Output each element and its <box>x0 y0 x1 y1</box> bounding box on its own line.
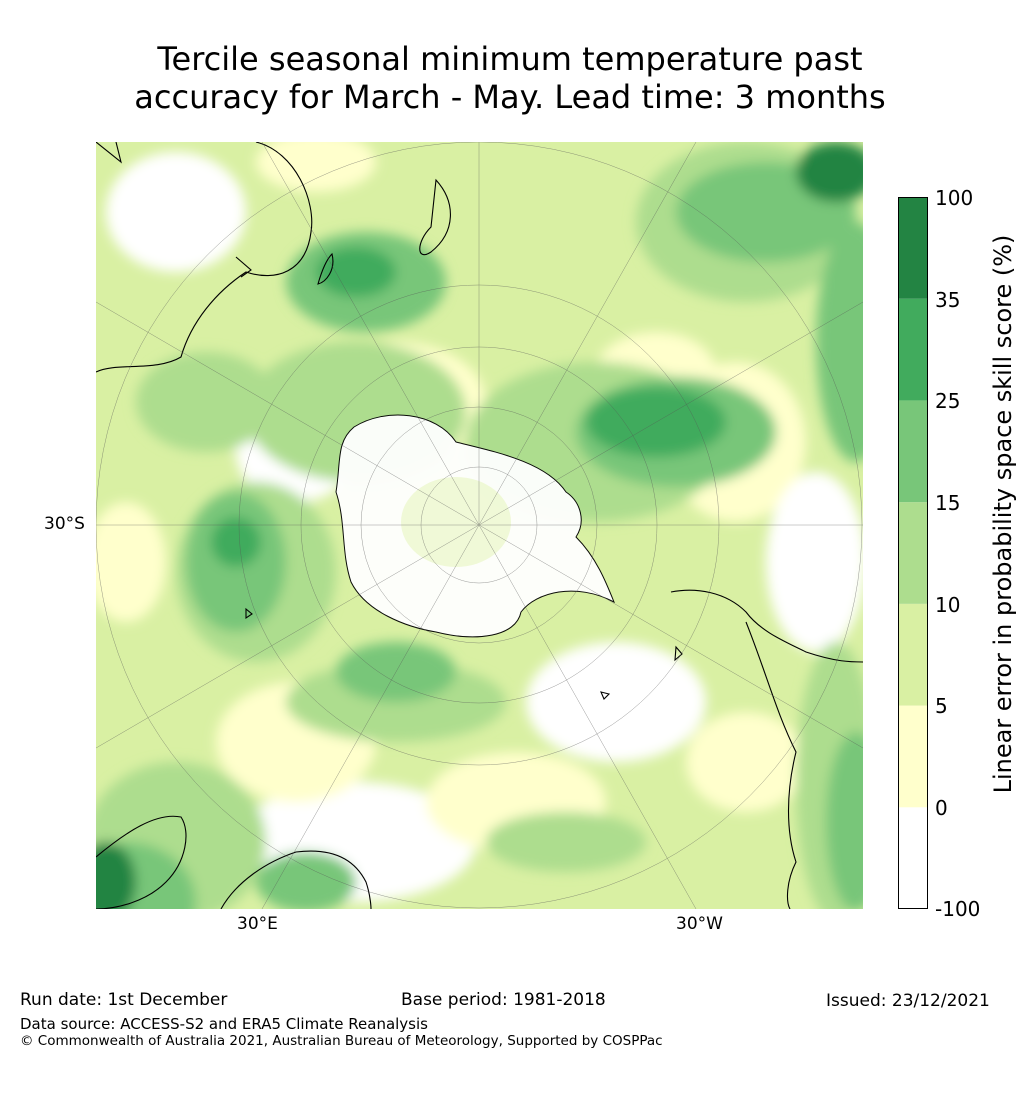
data-source: Data source: ACCESS-S2 and ERA5 Climate … <box>20 1015 428 1033</box>
colorbar-bin <box>898 197 928 299</box>
colorbar-bin <box>898 400 928 503</box>
base-period: Base period: 1981-2018 <box>401 990 606 1010</box>
colorbar-tick: 35 <box>935 288 961 312</box>
colorbar-bin <box>898 705 928 808</box>
issued-date: Issued: 23/12/2021 <box>826 991 990 1011</box>
latitude-label: 30°S <box>44 514 85 534</box>
colorbar-tick: 15 <box>935 491 961 515</box>
graticule <box>96 142 863 909</box>
chart-title: Tercile seasonal minimum temperature pas… <box>0 40 1020 116</box>
colorbar-label: Linear error in probability space skill … <box>989 234 1017 794</box>
colorbar-bin <box>898 502 928 604</box>
longitude-label-east: 30°E <box>237 914 278 934</box>
colorbar-tick: 100 <box>935 186 974 210</box>
colorbar <box>898 197 928 909</box>
title-line-1: Tercile seasonal minimum temperature pas… <box>157 40 863 78</box>
colorbar-frame <box>898 197 928 909</box>
colorbar-tick: 5 <box>935 694 948 718</box>
run-date: Run date: 1st December <box>20 990 228 1010</box>
skill-field <box>96 142 863 909</box>
colorbar-tick: -100 <box>935 897 981 921</box>
colorbar-bin <box>898 603 928 706</box>
colorbar-bin <box>898 298 928 401</box>
colorbar-tick: 0 <box>935 796 948 820</box>
colorbar-tick: 10 <box>935 593 961 617</box>
colorbar-bin <box>898 807 928 909</box>
colorbar-tick: 25 <box>935 389 961 413</box>
copyright: © Commonwealth of Australia 2021, Austra… <box>20 1033 663 1049</box>
coastlines <box>96 142 863 909</box>
title-line-2: accuracy for March - May. Lead time: 3 m… <box>134 78 886 116</box>
polar-map <box>96 142 863 909</box>
longitude-label-west: 30°W <box>676 914 723 934</box>
